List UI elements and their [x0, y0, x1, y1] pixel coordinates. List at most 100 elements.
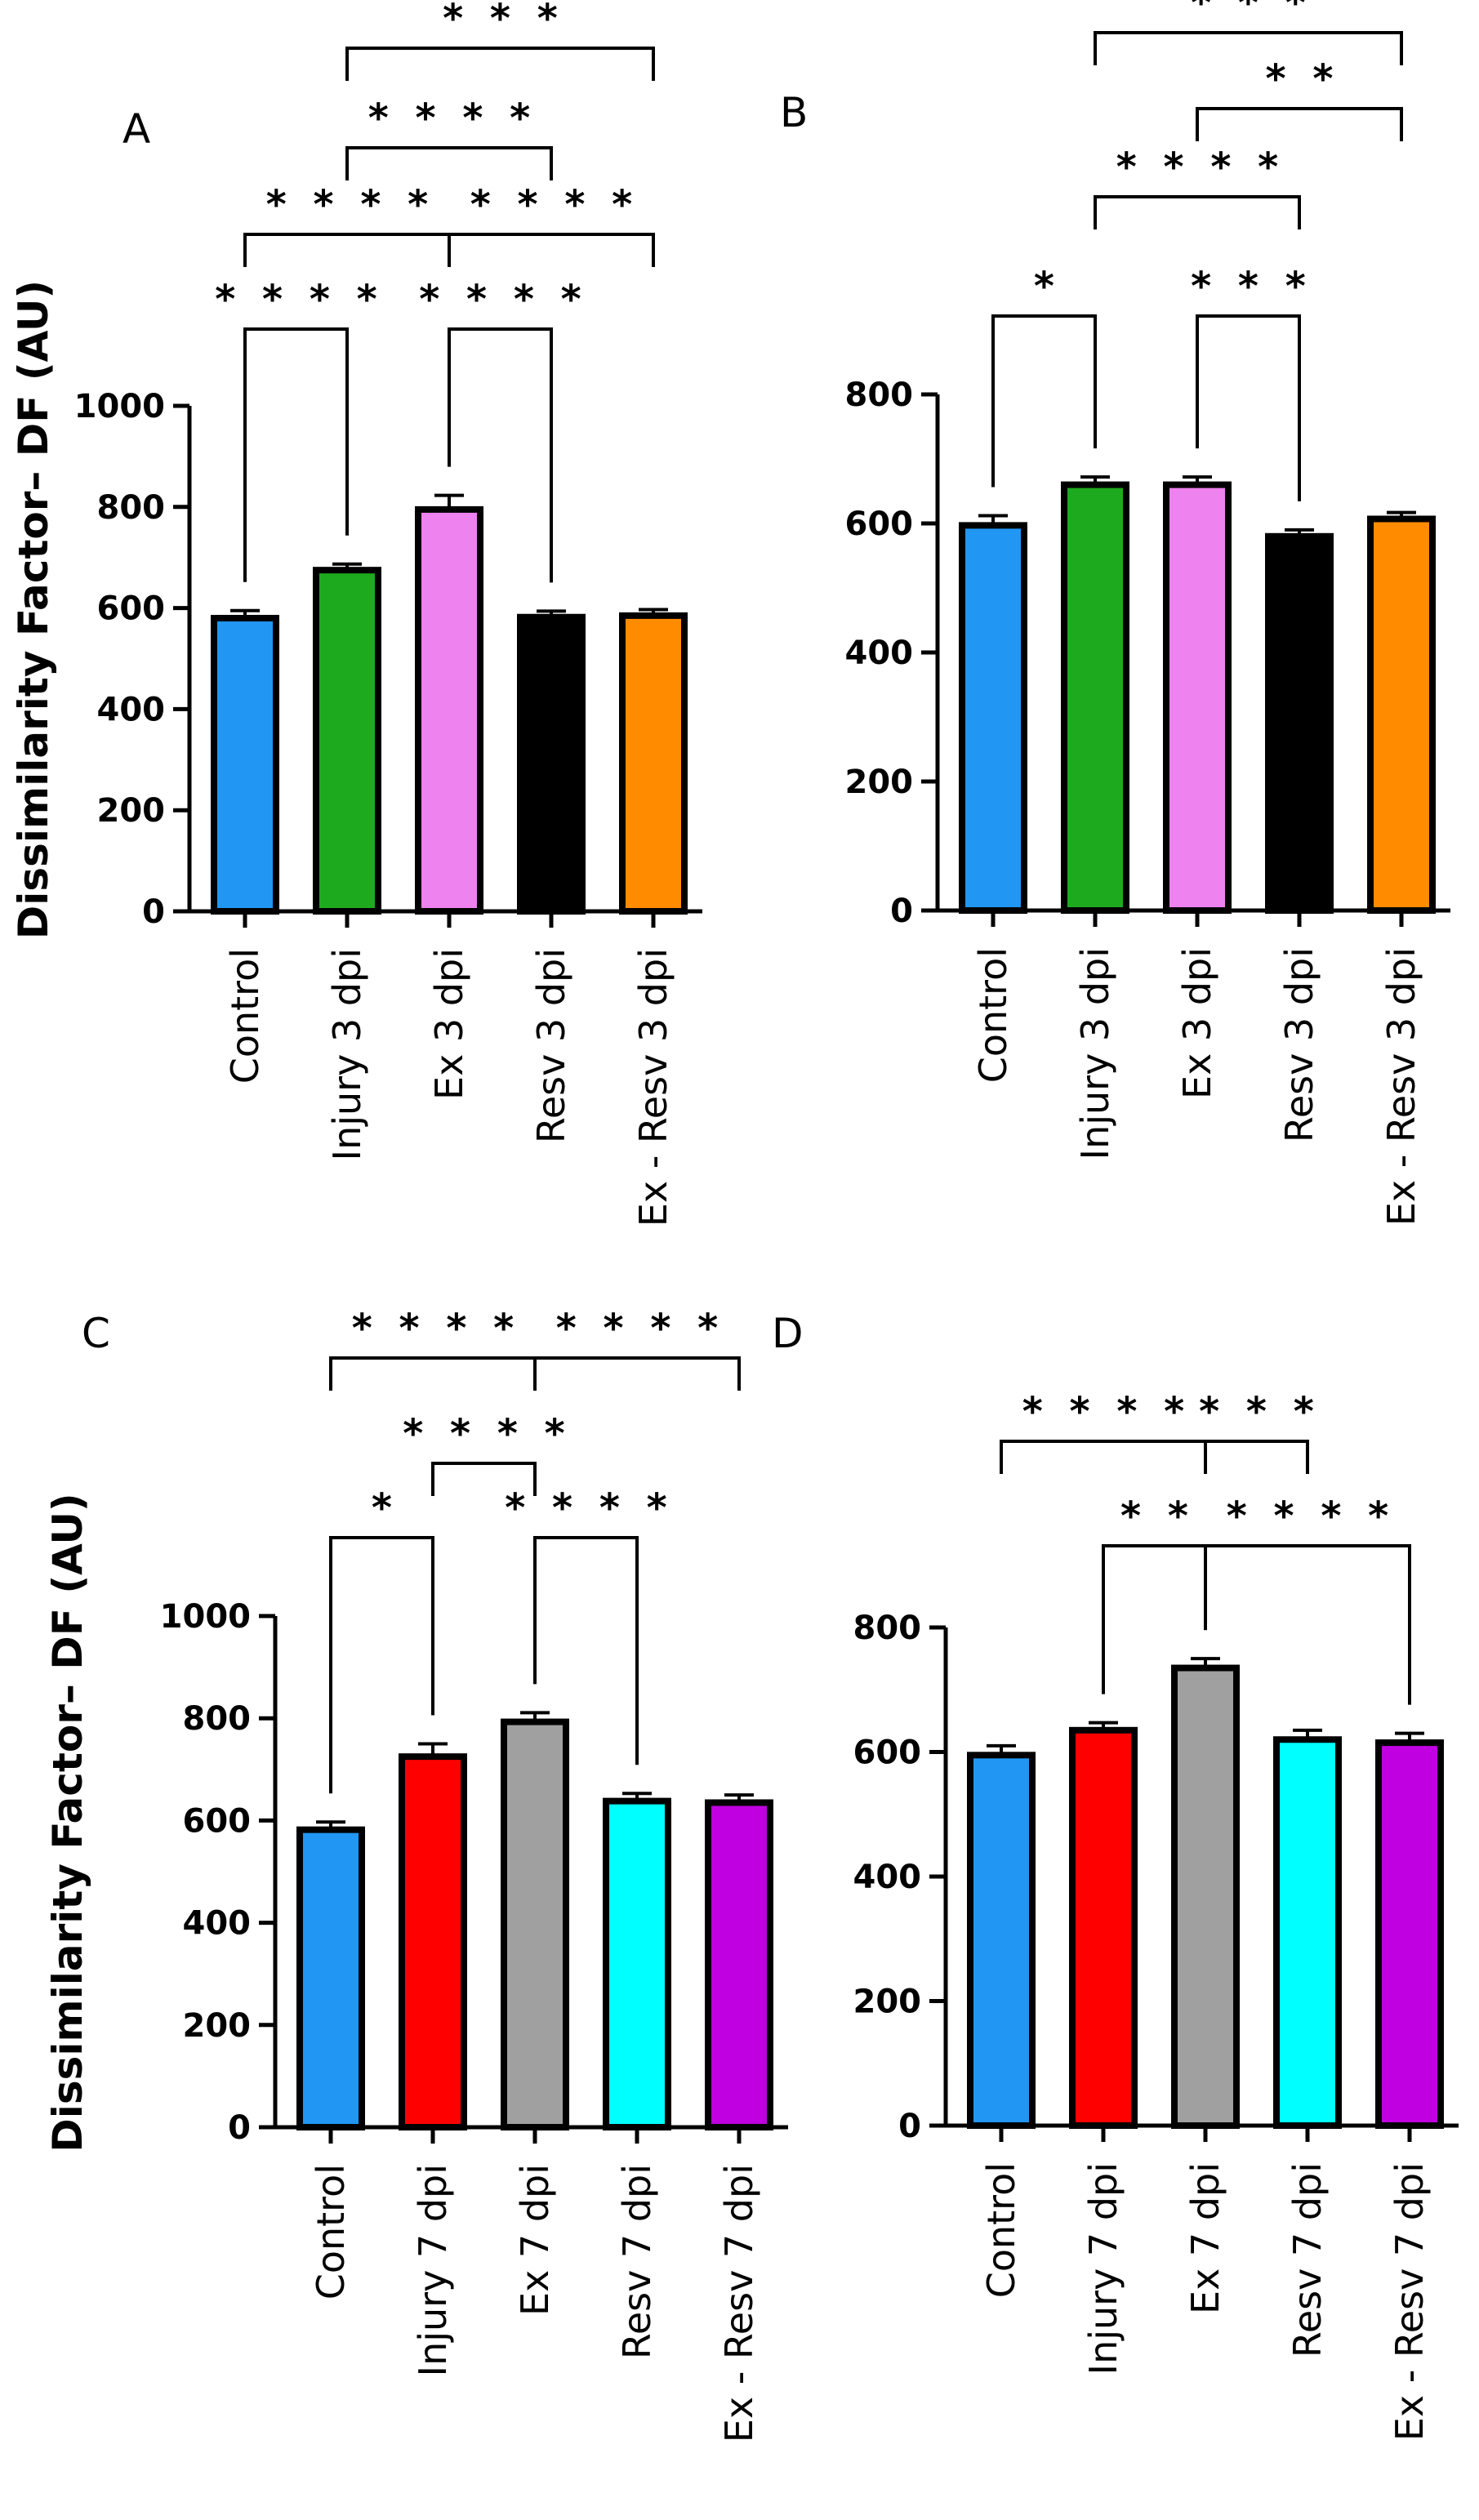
- significance-label-1: * * * *: [503, 1485, 668, 1531]
- y-tick-label: 400: [97, 691, 166, 728]
- y-tick-label: 600: [845, 505, 914, 543]
- x-tick-label: Ex - Resv 7 dpi: [1388, 2162, 1432, 2441]
- error-bar-2: [434, 493, 464, 510]
- panel-D: D 0 200 400 600 800 Control Injury 7 dpi Ex 7 dp…: [772, 1310, 1459, 2441]
- x-tick-label: Ex 3 dpi: [427, 948, 471, 1100]
- bar-2: [1171, 1664, 1240, 2129]
- y-axis-label: Dissimilarity Factor– DF (AU): [44, 1493, 91, 2153]
- error-bar-4: [1387, 510, 1416, 519]
- panel-label: B: [780, 89, 808, 136]
- bar-4: [705, 1799, 773, 2130]
- panel-label: D: [772, 1310, 804, 1357]
- x-tick-label: Ex - Resv 7 dpi: [717, 2164, 761, 2442]
- error-bar-1: [1089, 1721, 1118, 1730]
- significance-bracket-2: [243, 233, 451, 267]
- x-tick-label: Resv 7 dpi: [615, 2164, 659, 2359]
- bar-0: [296, 1826, 365, 2130]
- error-bar-2: [520, 1711, 550, 1722]
- bar-4: [1375, 1739, 1444, 2129]
- significance-bracket-3: [329, 1356, 537, 1391]
- significance-bracket-1: [1204, 1544, 1411, 1705]
- x-tick-label: Resv 3 dpi: [529, 948, 573, 1143]
- panel-label: C: [82, 1310, 110, 1357]
- significance-label-2: * * * *: [401, 1411, 566, 1457]
- bar-4: [619, 612, 688, 915]
- significance-label-2: * * * *: [1021, 1389, 1186, 1435]
- bar-1: [313, 567, 381, 915]
- panel-C: C Dissimilarity Factor– DF (AU) 0 200 400 600…: [44, 1306, 788, 2442]
- y-tick-label: 600: [97, 590, 166, 628]
- y-tick-label: 200: [97, 792, 166, 830]
- y-axis-label: Dissimilarity Factor– DF (AU): [10, 280, 57, 940]
- x-tick-label: Ex 7 dpi: [513, 2164, 557, 2316]
- significance-bracket-0: [329, 1536, 434, 1794]
- x-tick-label: Control: [309, 2164, 353, 2300]
- error-bar-0: [316, 1820, 345, 1830]
- significance-label-3: * * * *: [350, 1306, 515, 1351]
- x-tick-label: Ex 3 dpi: [1175, 947, 1219, 1099]
- significance-label-1: * * *: [1189, 264, 1307, 309]
- bar-2: [415, 505, 483, 915]
- significance-label-3: * * *: [1197, 1389, 1316, 1435]
- y-tick-label: 0: [142, 893, 165, 931]
- significance-bracket-2: [1094, 195, 1301, 229]
- significance-label-2: * * * *: [1115, 145, 1280, 190]
- error-bar-3: [537, 609, 566, 617]
- significance-bracket-2: [431, 1462, 537, 1496]
- panel-A: A Dissimilarity Factor– DF (AU) 0 200 400 600…: [10, 0, 702, 1227]
- error-bar-3: [622, 1792, 652, 1801]
- significance-bracket-1: [448, 327, 553, 583]
- y-tick-label: 1000: [74, 388, 165, 425]
- error-bar-1: [418, 1742, 448, 1757]
- y-tick-label: 600: [853, 1734, 922, 1772]
- x-tick-label: Control: [223, 948, 267, 1084]
- panel-B: B 0 200 400 600 800 Control Injury 3 dpi Ex 3 dp…: [780, 0, 1450, 1226]
- error-bar-3: [1285, 528, 1314, 537]
- x-tick-label: Control: [979, 2162, 1023, 2298]
- bar-3: [603, 1797, 671, 2131]
- x-tick-label: Injury 7 dpi: [411, 2164, 455, 2376]
- significance-bracket-1: [533, 1536, 639, 1765]
- y-tick-label: 200: [845, 764, 914, 801]
- significance-bracket-4: [345, 146, 553, 180]
- error-bar-4: [639, 608, 668, 616]
- y-tick-label: 0: [898, 2108, 921, 2145]
- error-bar-2: [1191, 1657, 1220, 1668]
- significance-label-4: * * * *: [367, 96, 532, 141]
- y-tick-label: 200: [183, 2007, 252, 2045]
- x-tick-label: Ex - Resv 3 dpi: [631, 948, 675, 1227]
- bar-3: [517, 613, 586, 915]
- significance-label-2: * * * *: [265, 182, 430, 228]
- bar-3: [1273, 1736, 1342, 2129]
- x-tick-label: Resv 7 dpi: [1285, 2162, 1330, 2357]
- y-tick-label: 800: [97, 489, 166, 527]
- bar-0: [967, 1752, 1036, 2129]
- y-tick-label: 600: [183, 1802, 252, 1840]
- error-bar-0: [978, 514, 1008, 526]
- significance-label-1: * * * *: [1225, 1494, 1390, 1539]
- y-tick-label: 0: [228, 2109, 251, 2147]
- significance-label-3: * *: [1264, 56, 1335, 102]
- y-tick-label: 800: [845, 376, 914, 414]
- significance-bracket-0: [243, 327, 349, 582]
- y-tick-label: 0: [890, 893, 913, 930]
- x-tick-label: Ex - Resv 3 dpi: [1379, 947, 1423, 1226]
- error-bar-2: [1183, 475, 1212, 485]
- x-tick-label: Resv 3 dpi: [1277, 947, 1321, 1142]
- significance-label-0: *: [370, 1485, 394, 1531]
- x-tick-label: Ex 7 dpi: [1183, 2162, 1227, 2314]
- bar-1: [399, 1753, 467, 2130]
- bar-2: [1163, 481, 1232, 914]
- significance-label-4: * * *: [1189, 0, 1307, 26]
- significance-bracket-5: [345, 47, 655, 81]
- bar-0: [959, 522, 1027, 914]
- significance-label-5: * * *: [441, 0, 559, 42]
- bar-1: [1069, 1726, 1138, 2129]
- significance-bracket-2: [1000, 1440, 1207, 1474]
- error-bar-0: [987, 1743, 1016, 1756]
- x-tick-label: Injury 3 dpi: [1073, 947, 1117, 1160]
- y-tick-label: 1000: [160, 1598, 251, 1636]
- y-tick-label: 400: [183, 1905, 252, 1943]
- bar-4: [1367, 515, 1436, 914]
